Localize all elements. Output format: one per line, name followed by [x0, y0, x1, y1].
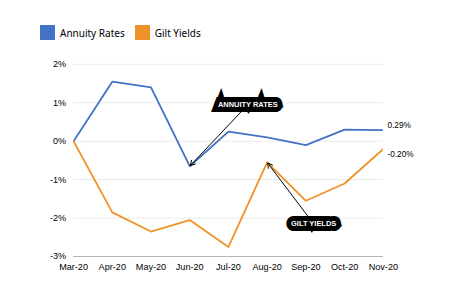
svg-text:-1%: -1% [50, 175, 66, 185]
svg-text:Sep-20: Sep-20 [291, 262, 320, 272]
svg-text:0%: 0% [53, 136, 66, 146]
svg-text:ANNUITY RATES: ANNUITY RATES [218, 100, 278, 109]
html-text:Gilt Yields: Gilt Yields [154, 25, 201, 40]
svg-text:1%: 1% [53, 98, 66, 108]
svg-text:-3%: -3% [50, 251, 66, 261]
svg-text:Nov-20: Nov-20 [369, 262, 398, 272]
svg-text:0.29%: 0.29% [387, 121, 411, 130]
svg-text:Jul-20: Jul-20 [216, 262, 241, 272]
svg-text:Oct-20: Oct-20 [331, 262, 358, 272]
svg-text:Apr-20: Apr-20 [99, 262, 126, 272]
svg-text:-2%: -2% [50, 213, 66, 223]
svg-text:May-20: May-20 [136, 262, 166, 272]
svg-text:Aug-20: Aug-20 [252, 262, 281, 272]
svg-text:GILT YIELDS: GILT YIELDS [291, 219, 336, 228]
svg-text:-0.20%: -0.20% [387, 150, 414, 159]
svg-text:Jun-20: Jun-20 [176, 262, 204, 272]
html-text:Annuity Rates: Annuity Rates [60, 25, 125, 40]
svg-text:2%: 2% [53, 59, 66, 69]
svg-text:Mar-20: Mar-20 [59, 262, 88, 272]
